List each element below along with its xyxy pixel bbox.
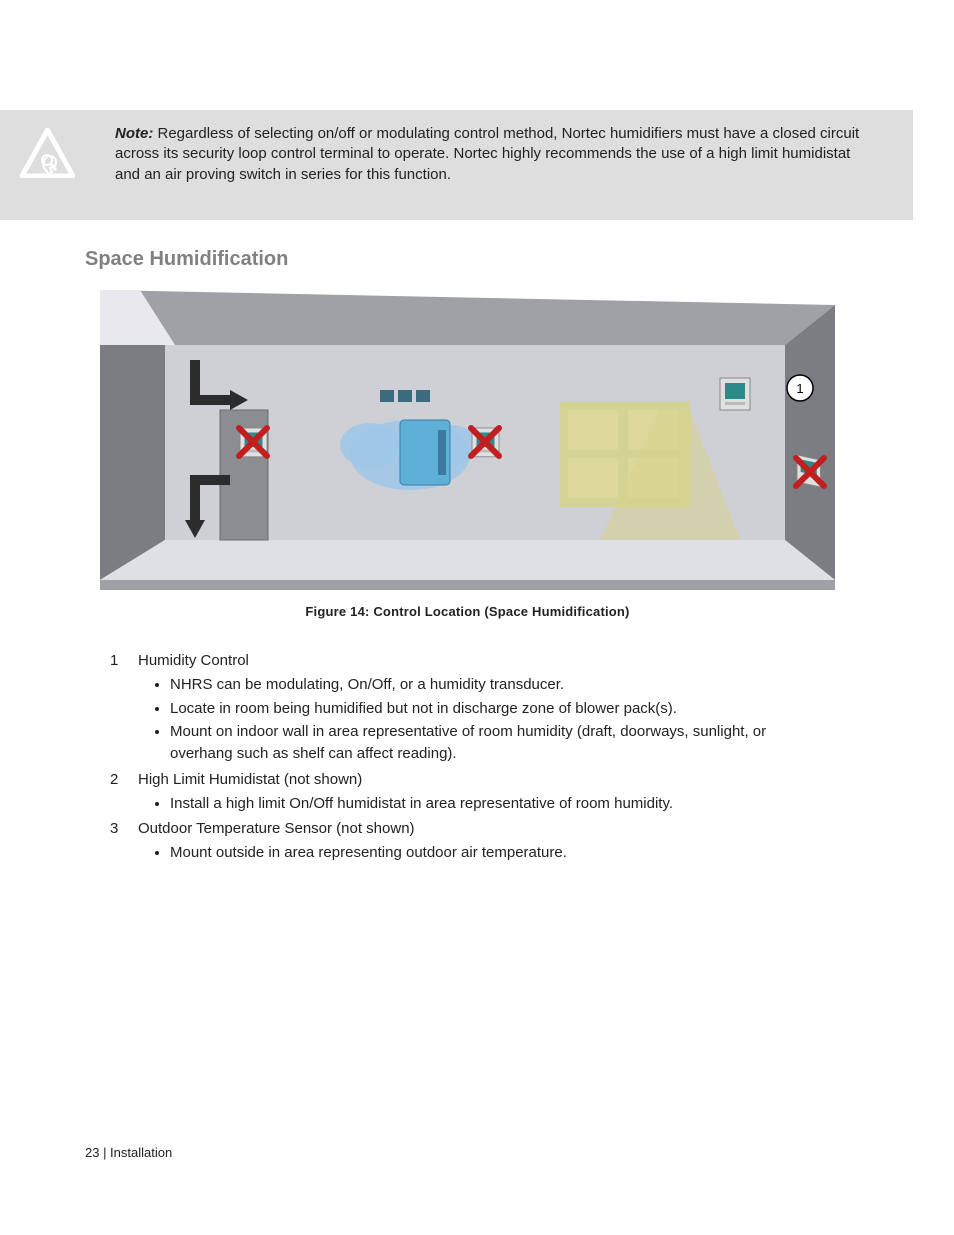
list-bullet: Mount outside in area representing outdo… [170, 842, 830, 864]
figure-caption: Figure 14: Control Location (Space Humid… [100, 604, 835, 619]
figure-block: 1 Figure 14: Control Location (Space Hum… [100, 280, 835, 619]
list-title: High Limit Humidistat (not shown) [138, 769, 362, 791]
list-item: 1Humidity ControlNHRS can be modulating,… [110, 650, 830, 765]
warning-triangle-icon [0, 110, 95, 178]
list-bullet: Install a high limit On/Off humidistat i… [170, 793, 830, 815]
list-number: 3 [110, 818, 138, 840]
list-number: 1 [110, 650, 138, 672]
list-title: Humidity Control [138, 650, 249, 672]
list-item: 2High Limit Humidistat (not shown)Instal… [110, 769, 830, 815]
section-heading: Space Humidification [85, 248, 288, 271]
content-list: 1Humidity ControlNHRS can be modulating,… [110, 650, 830, 868]
list-bullet: NHRS can be modulating, On/Off, or a hum… [170, 674, 830, 696]
room-diagram: 1 [100, 280, 835, 590]
list-bullet: Locate in room being humidified but not … [170, 698, 830, 720]
note-label: Note: [115, 125, 153, 142]
note-banner: Note: Regardless of selecting on/off or … [0, 110, 913, 220]
svg-text:1: 1 [796, 381, 803, 396]
page-footer: 23 | Installation [85, 1145, 172, 1160]
list-bullet: Mount on indoor wall in area representat… [170, 721, 830, 765]
list-number: 2 [110, 769, 138, 791]
note-body: Regardless of selecting on/off or modula… [115, 125, 859, 183]
list-item: 3Outdoor Temperature Sensor (not shown)M… [110, 818, 830, 864]
note-text: Note: Regardless of selecting on/off or … [95, 110, 913, 199]
list-title: Outdoor Temperature Sensor (not shown) [138, 818, 415, 840]
